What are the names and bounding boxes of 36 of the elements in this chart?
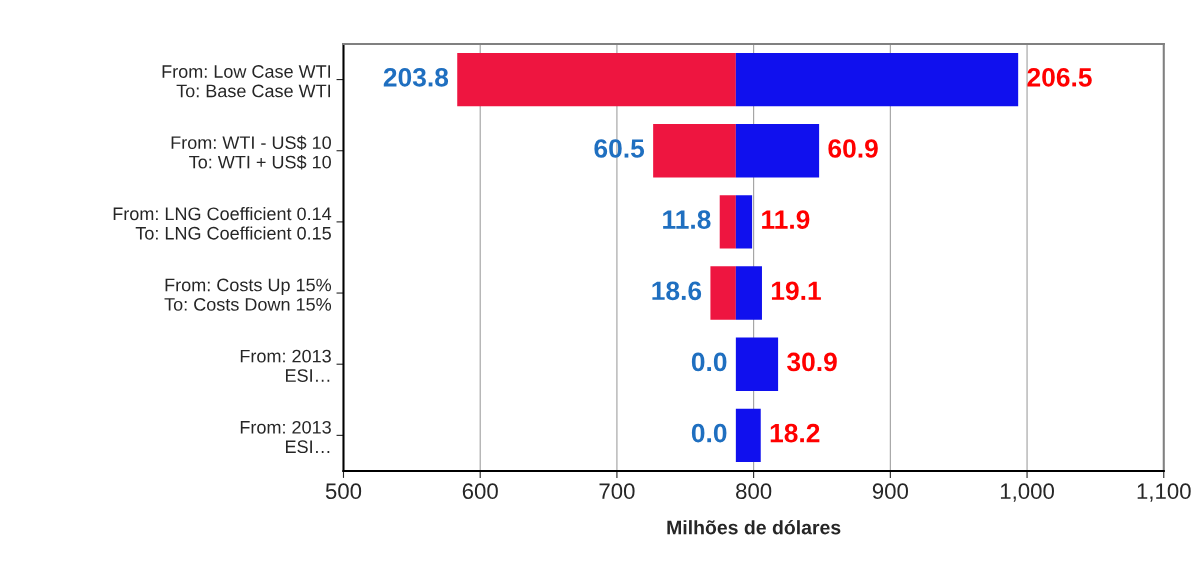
y-tick-label: From: LNG Coefficient 0.14 To: LNG Coefficient 0.15	[113, 206, 332, 240]
text: 0.0	[691, 352, 727, 372]
bar	[735, 195, 753, 249]
bar	[653, 124, 736, 178]
data-label: 203.8	[383, 67, 449, 87]
y-tick-label: From: Costs Up 15% To: Costs Down 15%	[164, 278, 332, 311]
y-tick-label: From: 2013 ESI…	[240, 420, 331, 454]
bar	[719, 195, 736, 249]
x-tick-label: 600	[462, 483, 498, 500]
data-label: 11.9	[762, 210, 810, 229]
text: 0.0	[691, 423, 727, 443]
bar	[710, 266, 736, 320]
x-axis-title: Milhões de dólares	[667, 519, 841, 535]
y-tick-label: From: WTI - US$ 10 To: WTI + US$ 10	[171, 135, 331, 170]
x-tick-label: 700	[599, 483, 635, 500]
bar	[735, 408, 761, 463]
y-tick-label: From: 2013 ESI…	[240, 349, 331, 382]
x-tick-label: 900	[872, 483, 909, 500]
x-tick-label: 800	[736, 483, 772, 500]
bar	[735, 266, 762, 320]
bar	[735, 337, 779, 391]
x-tick-label: 500	[325, 483, 362, 500]
x-tick-label: 1,000	[1000, 483, 1054, 502]
data-label: 11.8	[663, 210, 711, 229]
bar	[735, 52, 1019, 107]
data-label: 18.6	[652, 281, 702, 301]
data-label: 19.1	[771, 281, 821, 301]
bar	[735, 124, 820, 178]
data-label: 60.9	[828, 139, 878, 158]
x-tick-label: 1,100	[1137, 483, 1191, 502]
data-label: 30.9	[787, 352, 837, 372]
data-label: 60.5	[594, 139, 645, 158]
data-label: 206.5	[1027, 67, 1092, 87]
data-label: 18.2	[770, 423, 820, 443]
y-tick-label: From: Low Case WTI To: Base Case WTI	[162, 65, 331, 98]
bar	[457, 52, 736, 107]
